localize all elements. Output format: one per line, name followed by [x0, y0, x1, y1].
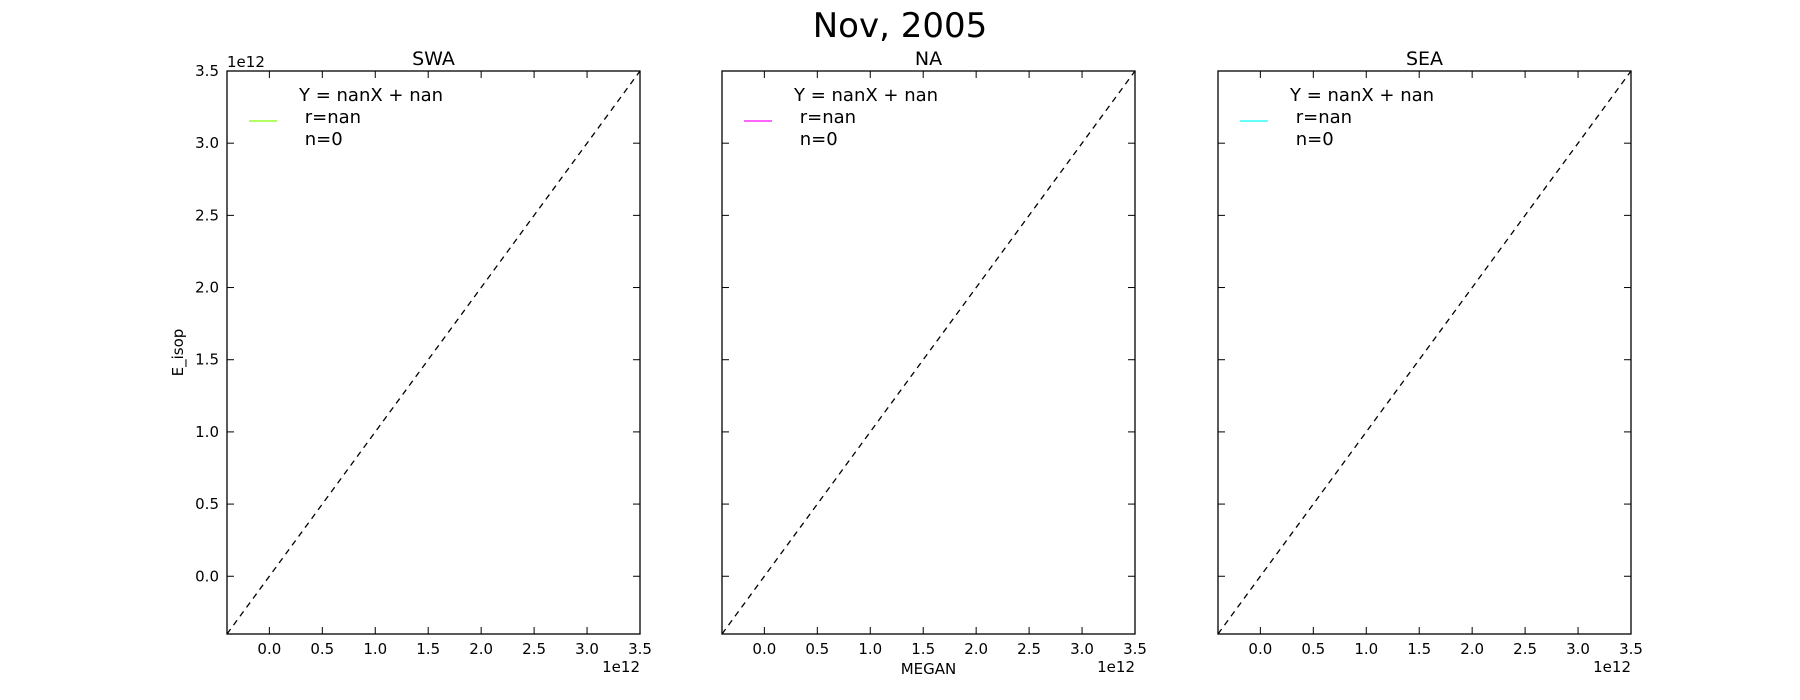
subplot-title: SWA: [412, 48, 455, 70]
x-tick-label: 0.0: [1248, 640, 1272, 658]
reference-line: [1217, 70, 1632, 635]
legend-text: r=nan: [299, 107, 361, 128]
x-tick-label: 0.5: [1301, 640, 1325, 658]
legend-text: r=nan: [794, 107, 856, 128]
y-tick-label: 3.0: [195, 134, 219, 152]
reference-line: [721, 70, 1136, 635]
x-tick-label: 1.5: [416, 640, 440, 658]
x-tick-label: 3.5: [628, 640, 652, 658]
y-tick-label: 1.0: [195, 423, 219, 441]
x-tick-label: 3.5: [1619, 640, 1643, 658]
x-tick-label: 1.0: [363, 640, 387, 658]
x-tick-label: 2.5: [522, 640, 546, 658]
x-offset-label: 1e12: [1593, 658, 1631, 676]
x-tick-label: 2.5: [1513, 640, 1537, 658]
x-offset-label: 1e12: [1097, 658, 1135, 676]
x-tick-label: 3.0: [1566, 640, 1590, 658]
x-tick-label: 1.0: [1354, 640, 1378, 658]
legend-text: Y = nanX + nan: [793, 85, 938, 106]
reference-line: [226, 70, 641, 635]
legend: Y = nanX + nan r=nan n=0: [1240, 85, 1434, 150]
x-tick-label: 3.5: [1123, 640, 1147, 658]
legend-text: r=nan: [1290, 107, 1352, 128]
axes-frame: [226, 70, 641, 635]
x-tick-label: 3.0: [1070, 640, 1094, 658]
y-offset-label: 1e12: [227, 53, 265, 71]
x-tick-label: 0.0: [752, 640, 776, 658]
x-tick-label: 2.0: [469, 640, 493, 658]
y-tick-label: 1.5: [195, 351, 219, 369]
x-tick-label: 0.5: [805, 640, 829, 658]
x-tick-label: 1.5: [911, 640, 935, 658]
x-tick-label: 2.0: [964, 640, 988, 658]
legend-text: Y = nanX + nan: [1289, 85, 1434, 106]
axes-frame: [1217, 70, 1632, 635]
legend: Y = nanX + nan r=nan n=0: [744, 85, 938, 150]
subplot-title: SEA: [1406, 48, 1443, 70]
x-tick-label: 1.0: [858, 640, 882, 658]
y-axis-label: E_isop: [169, 329, 188, 377]
y-tick-label: 2.5: [195, 206, 219, 224]
figure-title: Nov, 2005: [812, 6, 988, 46]
legend-text: n=0: [794, 129, 838, 150]
y-tick-label: 3.5: [195, 62, 219, 80]
legend-text: n=0: [299, 129, 343, 150]
legend-text: Y = nanX + nan: [298, 85, 443, 106]
x-axis-label: MEGAN: [901, 660, 957, 678]
y-tick-label: 0.0: [195, 567, 219, 585]
x-offset-label: 1e12: [602, 658, 640, 676]
x-tick-label: 0.0: [257, 640, 281, 658]
y-tick-label: 0.5: [195, 495, 219, 513]
x-tick-label: 0.5: [310, 640, 334, 658]
legend: Y = nanX + nan r=nan n=0: [249, 85, 443, 150]
axes-frame: [721, 70, 1136, 635]
subplot-title: NA: [915, 48, 942, 70]
legend-text: n=0: [1290, 129, 1334, 150]
x-tick-label: 3.0: [575, 640, 599, 658]
y-tick-label: 2.0: [195, 279, 219, 297]
x-tick-label: 2.5: [1017, 640, 1041, 658]
x-tick-label: 1.5: [1407, 640, 1431, 658]
x-tick-label: 2.0: [1460, 640, 1484, 658]
subplot-swa: SWA 0.0 0.5 1.0 1.5 2.0 2.5 3.0 3.5 0.0 0.5 1.0 1.5 2…: [169, 48, 652, 676]
